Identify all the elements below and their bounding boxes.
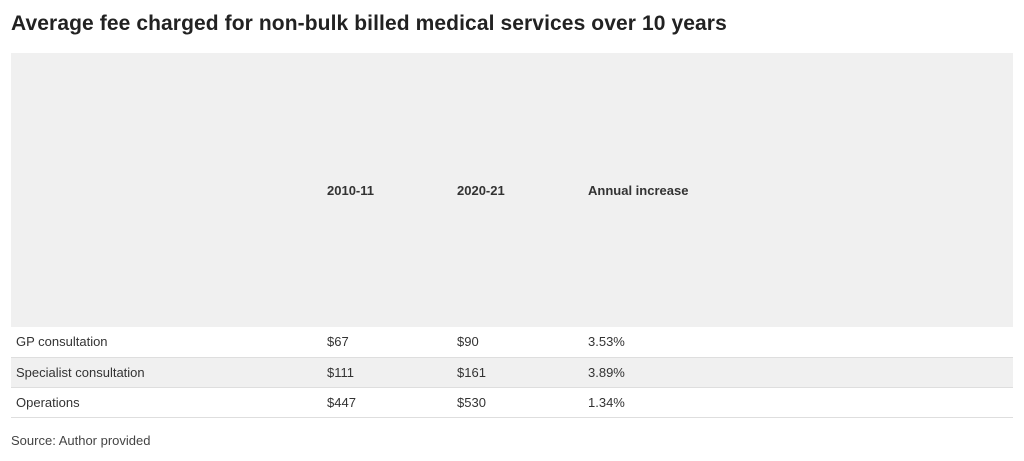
cell-2010-11: $67 [327,334,349,350]
cell-service: GP consultation [16,334,108,350]
cell-2020-21: $90 [457,334,479,350]
table-row: GP consultation $67 $90 3.53% [11,327,1013,357]
cell-service: Specialist consultation [16,364,145,380]
table-body: GP consultation $67 $90 3.53% Specialist… [11,327,1013,417]
table-row: Operations $447 $530 1.34% [11,387,1013,417]
header-cell-annual-increase: Annual increase [588,182,689,198]
header-cell-2010-11: 2010-11 [327,182,374,198]
cell-2020-21: $530 [457,394,486,410]
table-row: Specialist consultation $111 $161 3.89% [11,357,1013,387]
table-header: 2010-11 2020-21 Annual increase [11,53,1013,327]
fee-table-container: 2010-11 2020-21 Annual increase GP consu… [11,53,1013,418]
cell-service: Operations [16,394,80,410]
header-row: 2010-11 2020-21 Annual increase [11,53,1013,327]
cell-2010-11: $447 [327,394,356,410]
cell-2020-21: $161 [457,364,486,380]
header-cell-2020-21: 2020-21 [457,182,505,198]
page-title: Average fee charged for non-bulk billed … [11,12,727,35]
cell-annual-increase: 3.89% [588,364,625,380]
source-note: Source: Author provided [11,433,151,448]
fee-table: 2010-11 2020-21 Annual increase GP consu… [11,53,1013,418]
cell-annual-increase: 1.34% [588,394,625,410]
cell-2010-11: $111 [327,364,354,380]
header-cell-service [11,53,322,327]
cell-annual-increase: 3.53% [588,334,625,350]
